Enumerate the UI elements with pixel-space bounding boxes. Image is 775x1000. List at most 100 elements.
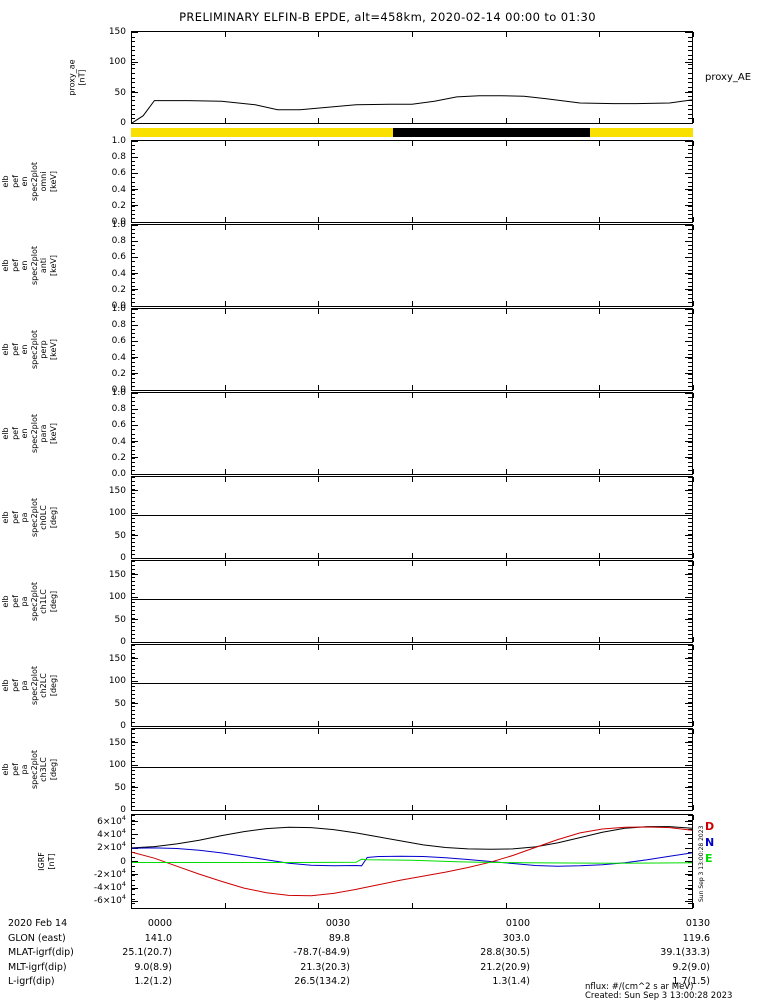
ytick-pa_ch2lc-3: 150 [108,653,126,664]
ytick-pa_ch3lc-2: 100 [108,760,126,770]
ytick-en_perp-3: 0.6 [111,336,126,347]
axis-label-text-pa_ch0lc: elb pef pa spec2plot ch0LC [deg] [1,498,58,537]
activity-bar-segment [392,128,591,137]
panel-pa_ch2lc [131,644,693,727]
ytick-en_perp-5: 1.0 [111,304,126,314]
ytick-pa_ch3lc-0: 0 [120,805,126,815]
table-row-label-1: GLON (east) [8,932,66,944]
table-cell-2-1: -78.7(-84.9) [293,947,350,958]
created-strip: Sun Sep 3 13:00:28 2023 [698,825,705,902]
ytick-pa_ch1lc-1: 50 [114,614,126,625]
table-cell-4-1: 26.5(134.2) [294,976,350,987]
hline-pa_ch0lc [132,515,692,517]
ytick-en_perp-2: 0.4 [111,352,126,363]
ytick-en_omni-4: 0.8 [111,152,126,163]
ytick-pa_ch2lc-2: 100 [108,676,126,686]
table-cell-2-2: 28.8(30.5) [480,947,530,958]
axis-label-text-pa_ch3lc: elb pef pa spec2plot ch3LC [deg] [1,750,58,789]
ytick-pa_ch2lc-0: 0 [120,721,126,731]
table-cell-1-0: 141.0 [144,932,172,944]
ytick-pa_ch3lc-1: 50 [114,782,126,793]
ytick-igrf-4: 2×104 [97,840,126,854]
ytick-pa_ch0lc-1: 50 [114,530,126,541]
ytick-en_para-0: 0.0 [111,469,126,479]
panel-en_perp [131,308,693,391]
table-cell-4-0: 1.2(1.2) [134,976,172,987]
ytick-igrf-3: 0 [120,856,126,867]
axis-label-text-en_perp: elb pef en spec2plot perp [keV] [1,330,58,369]
ytick-proxy_ae-1: 50 [114,87,126,98]
ytick-proxy_ae-0: 0 [120,118,126,128]
page-title: PRELIMINARY ELFIN-B EPDE, alt=458km, 202… [179,10,596,24]
ytick-en_omni-2: 0.4 [111,184,126,195]
ytick-pa_ch1lc-0: 0 [120,637,126,647]
panel-en_para [131,392,693,475]
ytick-en_anti-1: 0.2 [111,284,126,295]
ytick-proxy_ae-3: 150 [108,27,126,37]
ytick-en_anti-5: 1.0 [111,220,126,230]
ytick-pa_ch1lc-3: 150 [108,569,126,580]
right-label-proxy_ae: proxy_AE [705,71,752,83]
axis-label-text-en_omni: elb pef en spec2plot omni [keV] [1,162,58,201]
table-cell-0-0: 0000 [147,918,172,929]
series-layer-igrf [132,826,692,897]
ytick-pa_ch0lc-2: 100 [108,508,126,518]
ytick-en_omni-0: 0.0 [111,217,126,227]
ytick-en_perp-0: 0.0 [111,385,126,395]
axis-label-text-en_anti: elb pef en spec2plot anti [keV] [1,246,58,285]
table-row-label-4: L-igrf(dip) [8,976,55,987]
axis-label-text-proxy_ae: proxy_ae [nT] [67,59,86,96]
ytick-proxy_ae-2: 100 [108,57,126,68]
table-cell-2-0: 25.1(20.7) [122,947,172,958]
ytick-pa_ch0lc-0: 0 [120,553,126,563]
axis-label-text-pa_ch1lc: elb pef pa spec2plot ch1LC [deg] [1,582,58,621]
ytick-igrf-5: 4×104 [97,826,126,840]
table-cell-4-3: 1.7(1.5) [672,976,710,987]
ytick-igrf-0: -6×104 [93,893,126,907]
table-row-label-3: MLT-igrf(dip) [8,961,67,973]
table-cell-1-1: 89.8 [328,932,350,944]
ytick-igrf-1: -4×104 [93,880,126,894]
table-cell-3-3: 9.2(9.0) [672,961,710,973]
table-cell-1-2: 303.0 [502,932,530,944]
hline-pa_ch2lc [132,683,692,685]
ytick-en_para-2: 0.4 [111,436,126,447]
panel-pa_ch0lc [131,476,693,559]
series-E [132,858,692,864]
footer-units: nflux: #/(cm^2 s ar MeV) [585,982,694,992]
ytick-en_omni-3: 0.6 [111,168,126,179]
table-cell-4-2: 1.3(1.4) [492,976,530,987]
table-cell-0-2: 0100 [505,918,530,929]
activity-bar [131,128,693,137]
footer-created: Created: Sun Sep 3 13:00:28 2023 [585,991,733,1000]
hline-pa_ch3lc [132,767,692,769]
table-cell-3-1: 21.3(20.3) [300,961,350,973]
panel-pa_ch1lc [131,560,693,643]
ytick-en_omni-5: 1.0 [111,136,126,146]
panel-pa_ch3lc [131,728,693,811]
series-N [132,847,692,867]
ytick-en_perp-1: 0.2 [111,368,126,379]
ytick-pa_ch2lc-1: 50 [114,698,126,709]
ytick-en_para-4: 0.8 [111,404,126,415]
panel-en_anti [131,224,693,307]
axis-label-text-igrf: IGRF [nT] [36,852,56,871]
hline-pa_ch1lc [132,599,692,601]
table-cell-2-3: 39.1(33.3) [660,947,710,958]
table-row-label-2: MLAT-igrf(dip) [8,947,74,958]
ytick-en_omni-1: 0.2 [111,200,126,211]
ytick-pa_ch3lc-3: 150 [108,737,126,748]
panel-proxy_ae [131,31,693,124]
ytick-en_anti-4: 0.8 [111,236,126,247]
table-row-label-0: 2020 Feb 14 [8,918,68,929]
table-cell-3-0: 9.0(8.9) [134,961,172,973]
legend-E: E [705,852,713,865]
series-D [132,826,692,897]
ytick-en_para-3: 0.6 [111,420,126,431]
table-cell-3-2: 21.2(20.9) [480,961,530,973]
series-total [132,826,692,850]
legend-N: N [705,836,715,849]
ytick-en_para-5: 1.0 [111,388,126,398]
ytick-en_anti-0: 0.0 [111,301,126,311]
